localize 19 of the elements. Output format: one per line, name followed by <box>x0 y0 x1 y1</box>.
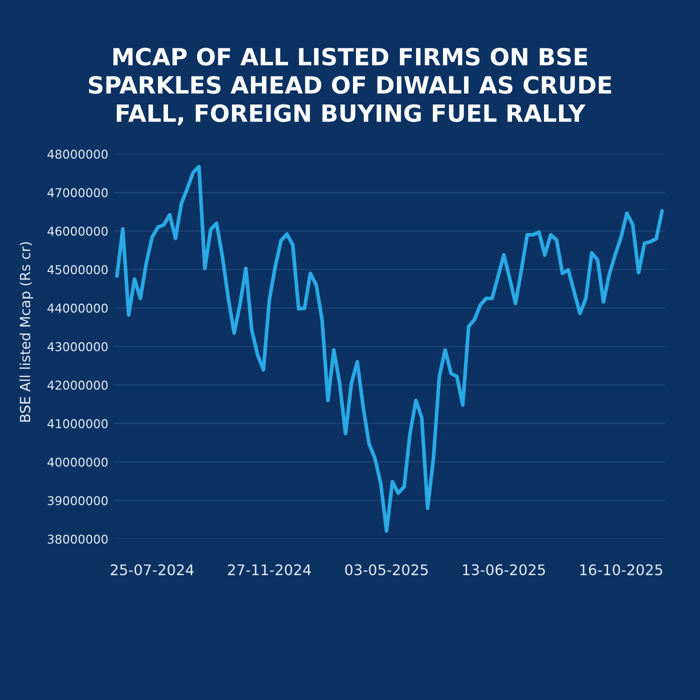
x-tick-label: 16-10-2025 <box>580 564 662 576</box>
y-tick-label: 48000000 <box>48 150 108 159</box>
chart-title: MCAP OF ALL LISTED FIRMS ON BSE SPARKLES AHEAD OF DIWALI AS CRUDE FALL, FOREIGN BUYING FUEL RALLY <box>88 48 612 126</box>
x-tick-label: 27-11-2024 <box>228 564 311 576</box>
y-tick-label: 42000000 <box>48 380 108 390</box>
x-tick-label: 25-07-2024 <box>110 564 194 576</box>
y-tick-label: 43000000 <box>48 342 108 352</box>
y-axis-title: BSE All listed Mcap (Rs cr) <box>20 242 33 422</box>
y-tick-label: 46000000 <box>48 226 108 236</box>
y-tick-label: 44000000 <box>48 304 108 313</box>
y-tick-label: 40000000 <box>48 458 108 467</box>
x-tick-label: 03-05-2025 <box>345 564 428 576</box>
y-tick-label: 41000000 <box>48 419 108 428</box>
line-series <box>115 164 664 533</box>
y-tick-label: 38000000 <box>48 534 108 544</box>
y-tick-label: 47000000 <box>48 188 108 198</box>
y-tick-label: 39000000 <box>48 496 108 506</box>
x-tick-label: 13-06-2025 <box>463 564 545 576</box>
y-tick-label: 45000000 <box>48 265 108 274</box>
